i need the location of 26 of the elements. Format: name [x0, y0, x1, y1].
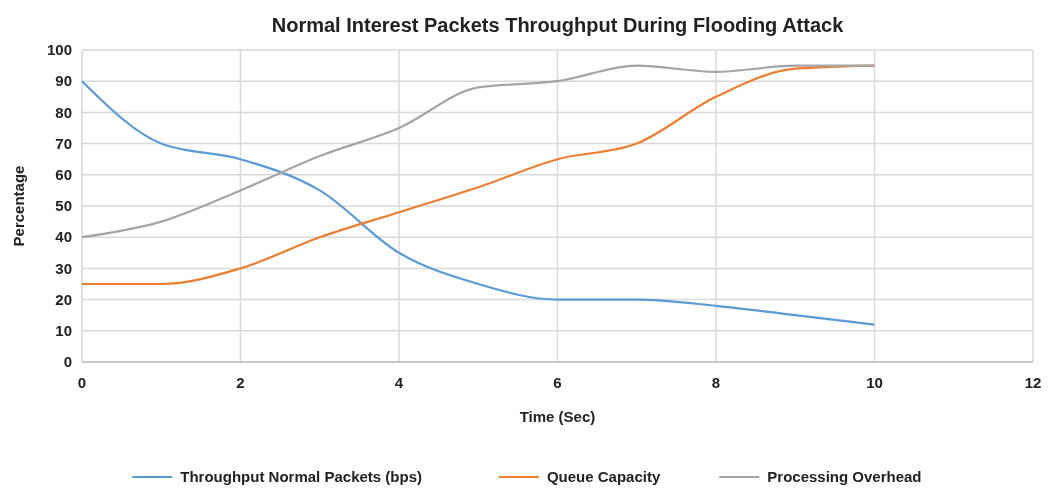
y-tick-label: 60: [55, 166, 72, 184]
y-tick-label: 30: [55, 259, 72, 277]
x-tick-label: 4: [394, 374, 404, 391]
x-tick-label: 8: [711, 374, 721, 391]
x-tick-label: 0: [77, 374, 87, 391]
x-tick-label: 12: [1024, 374, 1042, 391]
y-tick-label: 100: [46, 41, 72, 59]
y-tick-label: 10: [55, 322, 72, 340]
y-tick-label: 90: [55, 72, 72, 90]
chart-title: Normal Interest Packets Throughput During Flooding Attack: [271, 14, 845, 36]
legend-label: Throughput Normal Packets (bps): [180, 468, 422, 486]
y-tick-label: 50: [55, 197, 72, 215]
y-tick-label: 0: [63, 353, 72, 371]
y-tick-label: 70: [55, 134, 72, 152]
legend-label: Queue Capacity: [546, 468, 661, 486]
y-axis-title: Percentage: [10, 165, 27, 247]
x-tick-label: 2: [236, 374, 245, 391]
line-series: [80, 64, 876, 239]
x-tick-label: 6: [553, 374, 562, 391]
x-axis-title: Time (Sec): [519, 408, 596, 425]
legend-label: Processing Overhead: [767, 468, 922, 486]
y-tick-label: 20: [55, 290, 72, 308]
line-series: [80, 80, 876, 326]
y-tick-label: 40: [55, 228, 72, 246]
x-tick-label: 10: [866, 374, 883, 391]
y-tick-label: 80: [55, 103, 72, 121]
